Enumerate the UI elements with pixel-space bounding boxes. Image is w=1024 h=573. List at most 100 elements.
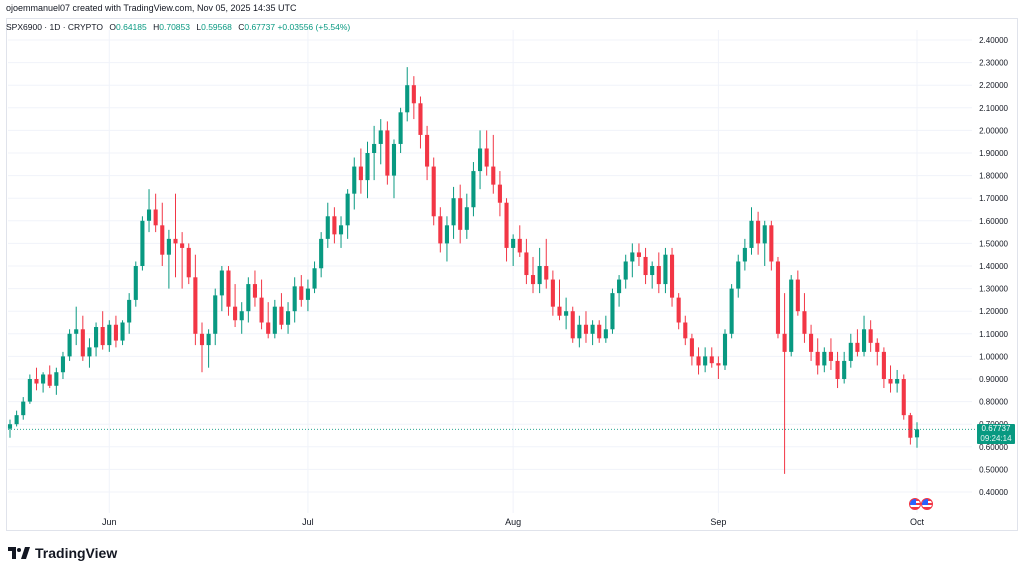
y-tick-label: 2.40000 <box>979 36 1008 45</box>
candle-down <box>34 379 39 384</box>
candle-up <box>166 238 171 255</box>
candle-down <box>193 277 198 334</box>
candle-up <box>590 324 595 334</box>
candle-up <box>630 252 635 262</box>
candle-down <box>266 322 271 334</box>
candle-down <box>113 324 118 341</box>
candle-up <box>378 130 383 144</box>
y-tick-label: 1.20000 <box>979 307 1008 316</box>
candle-down <box>299 286 304 300</box>
candle-down <box>530 275 536 285</box>
candle-up <box>762 225 767 244</box>
candle-down <box>769 225 774 262</box>
high-label: H <box>153 22 160 32</box>
candle-up <box>822 351 827 366</box>
candle-down <box>233 306 238 321</box>
y-tick-label: 0.50000 <box>979 465 1008 474</box>
candle-up <box>749 220 754 248</box>
candle-down <box>180 243 185 248</box>
tradingview-logo[interactable]: TradingView <box>8 544 117 562</box>
candle-down <box>517 238 522 253</box>
grid-lines <box>8 30 972 513</box>
y-tick-label: 0.40000 <box>979 488 1008 497</box>
candle-down <box>709 356 714 364</box>
candle-up <box>451 198 456 226</box>
candle-down <box>597 324 602 339</box>
y-tick-label: 2.20000 <box>979 81 1008 90</box>
candle-up <box>742 247 747 262</box>
candle-down <box>557 306 562 316</box>
candle-up <box>87 347 92 357</box>
y-tick-label: 1.30000 <box>979 285 1008 294</box>
y-tick-label: 2.10000 <box>979 104 1008 113</box>
candle-up <box>848 342 853 361</box>
candle-up <box>272 306 277 334</box>
candle-down <box>438 216 443 244</box>
candle-down <box>458 198 463 230</box>
high-value: 0.70853 <box>159 22 190 32</box>
candle-up <box>650 266 655 276</box>
created-by-line: ojoemmanuel07 created with TradingView.c… <box>6 3 297 13</box>
candle-up <box>338 225 344 235</box>
candle-down <box>524 252 529 276</box>
candle-down <box>828 351 833 361</box>
candle-down <box>431 166 436 217</box>
candle-up <box>471 171 476 208</box>
y-tick-label: 0.60000 <box>979 443 1008 452</box>
symbol-label: SPX6900 · 1D · CRYPTO <box>6 22 104 32</box>
candle-up <box>736 261 741 289</box>
price-tag-value: 0.67737 <box>981 424 1011 433</box>
candle-up <box>617 279 622 294</box>
candle-down <box>491 166 496 185</box>
candle-up <box>14 415 19 425</box>
x-axis-labels: JunJulAugSepOctNov <box>102 517 925 527</box>
candle-up <box>286 311 291 325</box>
candle-down <box>358 166 363 181</box>
candle-up <box>305 288 310 300</box>
candle-up <box>352 166 357 194</box>
candle-down <box>782 333 787 352</box>
candle-up <box>133 266 138 300</box>
candle-up <box>405 85 410 113</box>
candle-down <box>683 322 688 339</box>
candle-up <box>60 356 66 373</box>
candles <box>7 67 920 474</box>
x-tick-label: Oct <box>910 517 925 527</box>
y-tick-label: 1.40000 <box>979 262 1008 271</box>
us-flag-icon[interactable] <box>921 498 933 510</box>
candle-down <box>385 130 390 176</box>
candle-down <box>881 351 886 379</box>
candle-down <box>868 329 873 343</box>
candle-down <box>279 306 284 325</box>
candle-down <box>47 374 52 386</box>
x-tick-label: Jul <box>302 517 314 527</box>
y-tick-label: 1.80000 <box>979 172 1008 181</box>
candle-down <box>484 148 489 167</box>
candle-up <box>729 288 734 334</box>
candle-up <box>107 324 112 346</box>
candle-up <box>319 238 324 269</box>
candle-up <box>54 372 59 386</box>
x-tick-label: Sep <box>710 517 726 527</box>
candle-up <box>74 329 79 334</box>
candle-down <box>411 85 416 104</box>
candle-up <box>623 261 628 280</box>
y-tick-label: 1.10000 <box>979 330 1008 339</box>
candle-down <box>186 247 191 278</box>
candle-down <box>583 324 589 334</box>
y-tick-label: 1.00000 <box>979 352 1008 361</box>
candle-up <box>703 356 708 366</box>
candle-down <box>908 415 913 438</box>
candle-down <box>425 134 430 167</box>
candle-up <box>219 270 224 296</box>
candle-up <box>663 254 668 285</box>
candle-up <box>239 311 244 321</box>
us-flag-icon[interactable] <box>909 498 921 510</box>
candle-down <box>815 351 820 366</box>
event-flags[interactable] <box>909 498 933 510</box>
y-tick-label: 1.90000 <box>979 149 1008 158</box>
open-value: 0.64185 <box>116 22 147 32</box>
candle-up <box>345 193 350 226</box>
y-tick-label: 0.80000 <box>979 398 1008 407</box>
